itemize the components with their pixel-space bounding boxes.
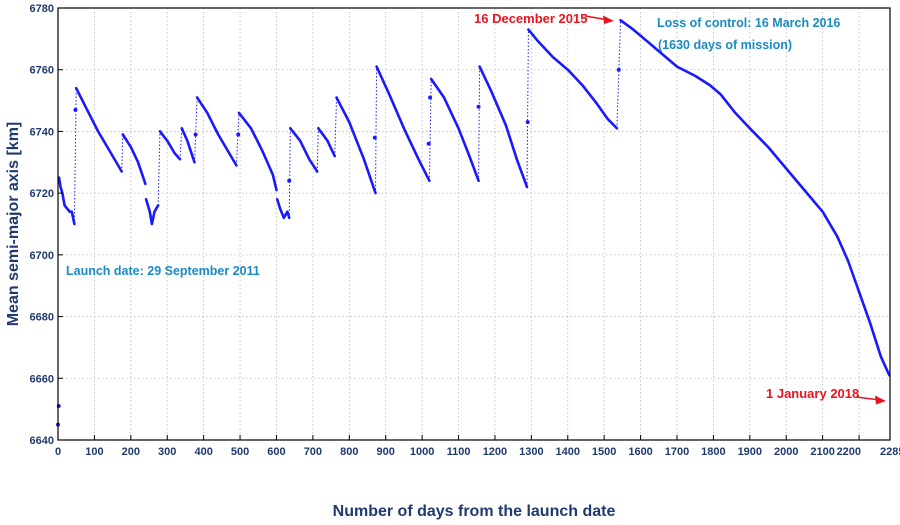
x-tick-label: 200 — [122, 446, 140, 458]
x-axis-title: Number of days from the launch date — [333, 503, 616, 520]
data-point — [56, 404, 61, 409]
data-point — [428, 95, 433, 100]
reboost-connector — [375, 66, 378, 194]
x-tick-label: 2285 — [880, 446, 900, 458]
decay-segment — [289, 127, 319, 173]
y-tick-labels: 6640 6660 6680 6700 6720 6740 6760 6780 — [30, 3, 63, 447]
x-tick-label: 2200 — [837, 446, 861, 458]
y-tick-label: 6760 — [30, 65, 54, 77]
reboost-connector — [288, 128, 291, 218]
x-tick-label: 1400 — [556, 446, 580, 458]
reboost-connector — [194, 97, 198, 163]
decay-segment — [121, 133, 147, 186]
x-tick-labels: 0 100 200 300 400 500 600 700 800 900 1000 1100 1200… — [55, 435, 900, 458]
x-tick-label: 1900 — [738, 446, 762, 458]
x-tick-label: 600 — [267, 446, 285, 458]
y-tick-label: 6680 — [30, 312, 54, 324]
y-tick-label: 6720 — [30, 188, 54, 200]
decay-segment — [237, 111, 278, 192]
data-point — [525, 120, 530, 125]
y-tick-label: 6780 — [30, 3, 54, 15]
annotation-launch-date: Launch date: 29 September 2011 — [66, 264, 260, 278]
data-point — [73, 107, 78, 112]
x-tick-label: 1700 — [665, 446, 689, 458]
decay-segment — [144, 198, 160, 226]
data-series — [57, 19, 891, 377]
y-tick-label: 6740 — [30, 126, 54, 138]
decay-segment — [195, 96, 238, 167]
x-tick-label: 2100 — [810, 446, 834, 458]
data-point — [426, 141, 431, 146]
x-tick-label: 500 — [231, 446, 249, 458]
y-tick-label: 6660 — [30, 373, 54, 385]
decay-segment — [158, 130, 182, 161]
decay-segment — [619, 19, 891, 377]
data-point — [616, 67, 621, 72]
annotation-1-january-2018: 1 January 2018 — [766, 386, 859, 401]
reboost-connector — [616, 20, 622, 129]
x-tick-label: 1100 — [447, 446, 471, 458]
x-tick-label: 1500 — [592, 446, 616, 458]
arrow-16-december-2015 — [584, 15, 614, 24]
reboost-connector — [334, 97, 338, 157]
x-tick-label: 1800 — [701, 446, 725, 458]
y-tick-label: 6700 — [30, 250, 54, 262]
grid — [58, 8, 890, 440]
reboost-connector — [316, 128, 319, 172]
x-tick-label: 700 — [304, 446, 322, 458]
x-tick-label: 300 — [158, 446, 176, 458]
reboost-connector — [121, 134, 124, 172]
decay-segment — [275, 198, 291, 220]
data-point — [476, 104, 481, 109]
annotation-loss-of-control: Loss of control: 16 March 2016 — [657, 16, 840, 30]
x-tick-label: 1600 — [628, 446, 652, 458]
x-tick-label: 1200 — [483, 446, 507, 458]
y-axis-title: Mean semi-major axis [km] — [5, 122, 22, 327]
isolated-points — [56, 67, 621, 427]
decay-segment — [375, 65, 431, 183]
arrow-1-january-2018 — [855, 395, 886, 405]
x-tick-label: 100 — [85, 446, 103, 458]
x-tick-label: 900 — [377, 446, 395, 458]
plot-frame — [57, 7, 891, 441]
reboost-connector — [478, 66, 481, 181]
annotation-16-december-2015: 16 December 2015 — [474, 11, 587, 26]
decay-segment — [317, 127, 336, 158]
decay-segment — [57, 176, 76, 226]
decay-segment — [335, 96, 377, 195]
y-tick-label: 6640 — [30, 435, 54, 447]
reboost-connector — [179, 128, 183, 160]
x-tick-label: 1000 — [410, 446, 434, 458]
plot-background — [58, 8, 890, 440]
x-tick-label: 800 — [340, 446, 358, 458]
decay-segment — [429, 77, 480, 183]
data-point — [193, 132, 198, 137]
data-point — [372, 135, 377, 140]
data-point — [287, 178, 292, 183]
x-tick-label: 400 — [194, 446, 212, 458]
decay-segment — [478, 65, 529, 189]
annotation-mission-days: (1630 days of mission) — [658, 38, 792, 52]
data-point — [236, 132, 241, 137]
x-tick-label: 1300 — [519, 446, 543, 458]
decay-segment — [74, 86, 123, 173]
x-tick-label: 2000 — [774, 446, 798, 458]
decay-segment — [527, 28, 619, 130]
decay-segment — [180, 127, 196, 164]
x-tick-label: 0 — [55, 446, 61, 458]
